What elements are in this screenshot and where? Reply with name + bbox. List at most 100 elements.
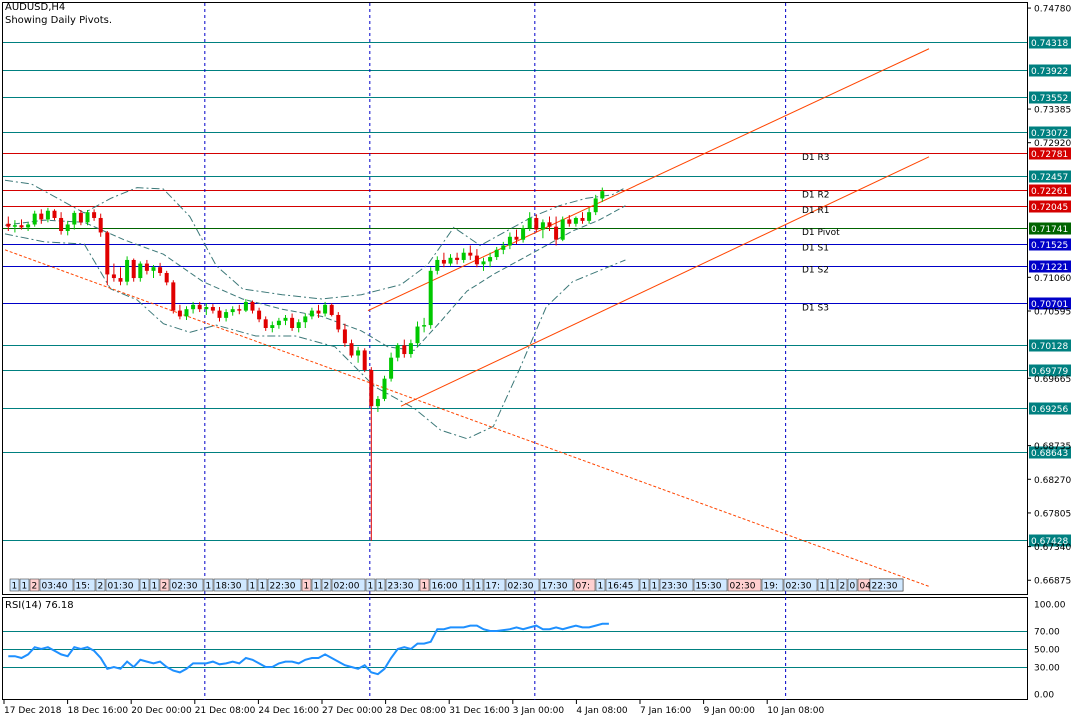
- session-tag-6: [105, 578, 140, 592]
- session-tag-3: [39, 578, 74, 592]
- candle-body-76: [507, 236, 512, 246]
- level-tag-text-2: 0.73552: [1031, 94, 1068, 104]
- candle-body-15: [105, 232, 110, 275]
- level-tag-text-12: 0.70128: [1031, 342, 1068, 352]
- candle-body-46: [309, 310, 314, 317]
- candle-body-62: [415, 326, 420, 344]
- candle-body-66: [441, 259, 446, 264]
- session-tag-text-4: 15:: [76, 582, 90, 592]
- session-tag-41: [827, 578, 838, 592]
- session-tag-19: [331, 578, 366, 592]
- session-tag-11: [203, 578, 214, 592]
- candle-body-40: [270, 325, 275, 328]
- session-tag-22: [385, 578, 420, 592]
- candle-body-55: [369, 369, 374, 407]
- candle-body-82: [547, 222, 552, 227]
- pivot-labels: D1 R3 D1 R2 D1 R1 D1 Pivot D1 S1 D1 S2 D1 S3: [802, 153, 840, 314]
- session-tag-text-16: 1: [304, 582, 310, 592]
- session-tag-text-35: 23:30: [662, 582, 688, 592]
- candle-body-30: [204, 307, 209, 310]
- candle-body-65: [435, 259, 440, 271]
- candle-body-70: [468, 252, 473, 256]
- session-tag-text-9: 2: [162, 582, 168, 592]
- session-tag-text-17: 1: [314, 582, 320, 592]
- level-tag-1: [1029, 64, 1071, 77]
- candle-body-1: [12, 225, 17, 227]
- session-tag-50: [869, 578, 904, 592]
- session-tag-text-50: 22:30: [872, 582, 898, 592]
- level-tag-text-1: 0.73922: [1031, 67, 1068, 77]
- session-tag-text-0: 1: [12, 582, 18, 592]
- session-tag-7: [139, 578, 150, 592]
- session-tags: 1 1 2 03:40 15: 2 01:30 1 1 2 02:30 1 18:30 1 1 22:30 1 1…: [9, 578, 904, 592]
- price-label-5: 0.69665: [1034, 375, 1071, 385]
- level-tag-3: [1029, 126, 1071, 139]
- candle-body-3: [26, 224, 31, 228]
- candle-body-23: [158, 267, 163, 273]
- session-tag-text-33: 1: [642, 582, 648, 592]
- level-tag-2: [1029, 91, 1071, 104]
- level-tag-text-8: 0.71741: [1031, 225, 1068, 235]
- candle-body-4: [32, 213, 37, 225]
- session-tag-14: [257, 578, 268, 592]
- session-tag-text-31: 1: [598, 582, 604, 592]
- candle-body-27: [184, 309, 189, 317]
- pivot-label-2: D1 R1: [802, 206, 830, 216]
- price-label-3: 0.71060: [1034, 274, 1071, 284]
- session-tag-text-2: 2: [32, 582, 38, 592]
- candle-body-87: [580, 217, 585, 221]
- rsi-line: [8, 622, 609, 676]
- candle-body-8: [59, 217, 64, 232]
- candle-body-39: [263, 319, 268, 328]
- main-chart-frame: [2, 2, 1028, 595]
- candle-body-56: [375, 398, 380, 407]
- level-tag-15: [1029, 446, 1071, 459]
- candle-body-86: [573, 217, 578, 224]
- level-tag-text-15: 0.68643: [1031, 449, 1068, 459]
- session-tag-text-13: 1: [250, 582, 256, 592]
- rsi-indicator: 100.00 70.00 50.00 30.00 0.00: [3, 601, 1066, 701]
- session-tag-35: [659, 578, 694, 592]
- level-tag-8: [1029, 222, 1071, 235]
- candle-body-19: [131, 259, 136, 279]
- session-tag-text-6: 01:30: [108, 582, 134, 592]
- candle-body-2: [19, 225, 24, 228]
- session-tag-4: [73, 578, 96, 592]
- bollinger-bands: [4, 179, 626, 440]
- session-tag-33: [639, 578, 650, 592]
- band-mid: [4, 205, 626, 351]
- candle-body-12: [85, 212, 90, 223]
- candle-body-11: [78, 212, 83, 223]
- level-tag-text-10: 0.71221: [1031, 263, 1068, 273]
- candle-body-29: [197, 304, 202, 310]
- rsi-tick-0: 100.00: [1034, 601, 1066, 611]
- price-label-8: 0.67805: [1034, 509, 1071, 519]
- session-tag-text-40: 1: [820, 582, 826, 592]
- session-tag-9: [159, 578, 170, 592]
- time-label-8: 3 Jan 00:00: [513, 706, 565, 716]
- candle-body-5: [39, 213, 44, 220]
- level-tag-13: [1029, 364, 1071, 377]
- session-tag-38: [761, 578, 784, 592]
- session-tag-26: [473, 578, 484, 592]
- session-tag-text-39: 02:30: [786, 582, 812, 592]
- candle-body-41: [276, 320, 281, 326]
- band-upper: [4, 179, 626, 300]
- session-tag-text-36: 15:30: [696, 582, 722, 592]
- candle-body-28: [191, 304, 196, 310]
- session-tag-32: [605, 578, 640, 592]
- candle-body-38: [257, 310, 262, 320]
- candle-body-48: [323, 304, 328, 314]
- session-tag-1: [19, 578, 30, 592]
- session-tag-text-19: 02:00: [334, 582, 360, 592]
- candle-body-84: [560, 219, 565, 240]
- candle-body-42: [283, 317, 288, 321]
- session-tag-text-42: 2: [840, 582, 846, 592]
- level-tag-text-13: 0.69779: [1031, 367, 1068, 377]
- level-tag-text-11: 0.70701: [1031, 300, 1068, 310]
- candle-body-26: [177, 310, 182, 317]
- level-tag-11: [1029, 297, 1071, 310]
- pivot-levels: [3, 42, 1027, 541]
- pivot-label-5: D1 S2: [802, 266, 829, 276]
